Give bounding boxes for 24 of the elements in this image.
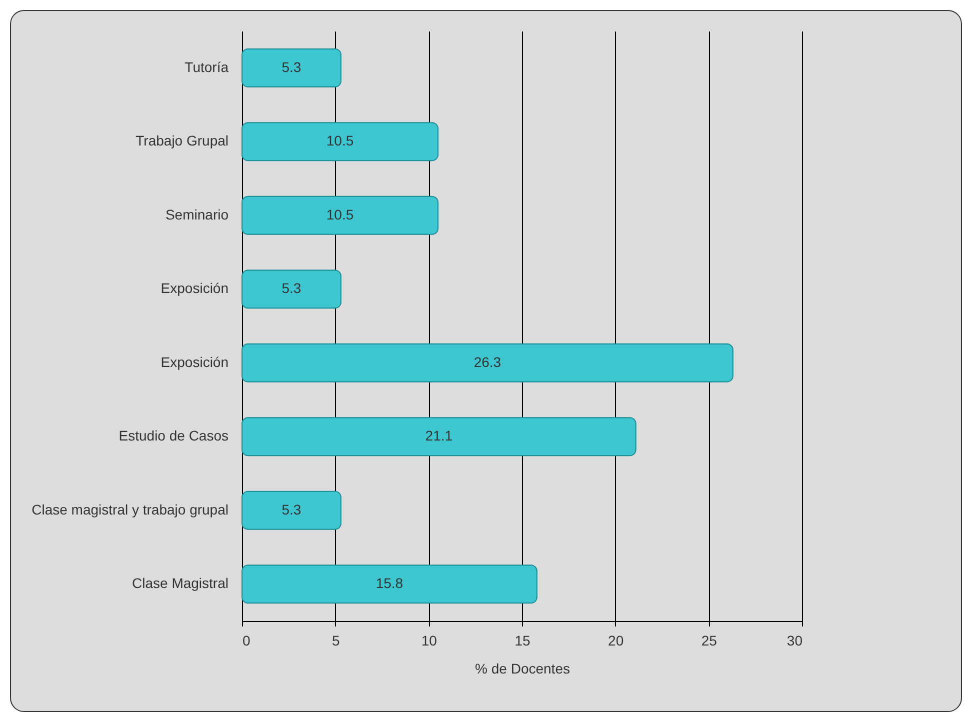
data-label: 10.5 [326,132,354,149]
x-tick-label: 10 [421,632,438,648]
data-label: 10.5 [326,206,354,222]
x-axis-title: % de Docentes [475,660,570,676]
x-tick-label: 15 [514,632,530,648]
y-tick-label: Exposición [160,280,228,296]
y-tick-label: Clase magistral y trabajo grupal [32,501,228,518]
y-tick-label: Estudio de Casos [118,428,228,444]
x-tick-label: 25 [701,632,718,648]
data-label: 5.3 [282,501,302,518]
y-tick-label: Clase Magistral [132,575,228,592]
y-tick-label: Exposición [160,354,228,370]
x-tick-label: 20 [608,632,624,648]
data-label: 5.3 [282,58,302,75]
y-tick-label: Tutoría [184,58,229,75]
data-label: 21.1 [425,428,453,444]
y-tick-label: Trabajo Grupal [136,132,228,149]
x-tick-label: 5 [332,632,340,648]
y-tick-label: Seminario [165,206,229,222]
data-label: 26.3 [474,354,502,370]
data-label: 15.8 [376,575,404,592]
data-label: 5.3 [282,280,302,296]
x-tick-label: 30 [786,632,803,648]
x-tick-label: 0 [242,632,250,648]
